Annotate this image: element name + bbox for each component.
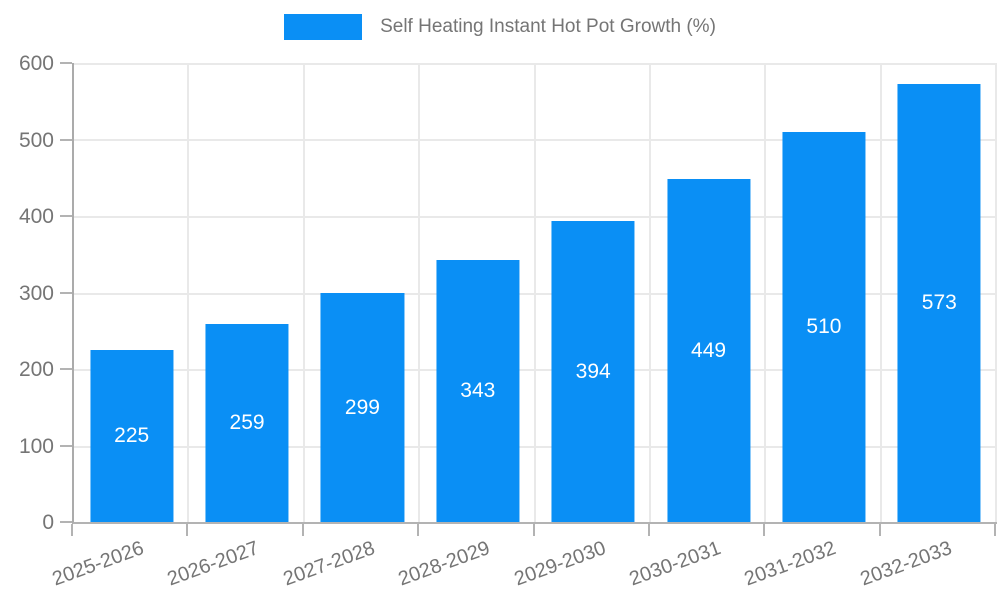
gridline-vertical	[418, 63, 421, 522]
bar-value-label: 259	[229, 411, 265, 435]
x-tick-label: 2027-2028	[280, 537, 378, 591]
y-tick-mark	[60, 521, 72, 523]
legend-label: Self Heating Instant Hot Pot Growth (%)	[380, 16, 716, 37]
y-tick-label: 400	[18, 205, 54, 228]
x-tick-label: 2025-2026	[49, 537, 147, 591]
x-tick-label: 2026-2027	[164, 537, 263, 591]
x-tick-mark	[532, 524, 535, 536]
gridline-vertical	[302, 63, 305, 522]
bar-2032-2033: 573	[897, 83, 981, 522]
gridline-horizontal	[74, 368, 997, 371]
y-tick-mark	[60, 291, 72, 294]
x-tick-mark	[763, 524, 766, 536]
x-tick-label: 2031-2032	[741, 537, 840, 591]
y-tick-mark	[60, 215, 72, 217]
gridline-horizontal	[74, 445, 997, 448]
bar-2026-2027: 259	[205, 323, 289, 522]
gridline-vertical	[995, 63, 997, 522]
bar-value-label: 394	[575, 359, 611, 383]
x-tick-label: 2032-2033	[857, 537, 955, 591]
gridline-horizontal	[74, 292, 997, 295]
legend-item[interactable]: Self Heating Instant Hot Pot Growth (%)	[284, 14, 716, 40]
gridline-vertical	[764, 63, 767, 522]
gridline-vertical	[533, 63, 536, 522]
gridline-vertical	[648, 63, 651, 522]
bar-2030-2031: 449	[667, 178, 751, 522]
y-tick-label: 200	[18, 358, 54, 381]
bar-value-label: 299	[344, 396, 380, 420]
y-tick-label: 100	[18, 434, 54, 458]
bar-value-label: 449	[691, 338, 727, 362]
plot-area: 225 259 299 343 394 449 510 573	[72, 63, 997, 524]
gridline-vertical	[879, 63, 882, 522]
y-tick-mark	[60, 368, 72, 370]
x-tick-label: 2029-2030	[510, 537, 609, 591]
y-tick-mark	[60, 444, 72, 447]
bar-2027-2028: 299	[320, 293, 404, 522]
bar-value-label: 225	[114, 424, 150, 448]
x-tick-mark	[417, 524, 420, 536]
bar-value-label: 343	[460, 379, 496, 403]
x-tick-mark	[71, 524, 73, 536]
y-tick-label: 500	[18, 128, 54, 152]
bar-value-label: 573	[921, 291, 957, 315]
x-tick-mark	[647, 524, 650, 536]
bar-2031-2032: 510	[782, 131, 866, 522]
legend-swatch	[284, 14, 363, 40]
gridline-horizontal	[74, 139, 997, 142]
gridline-vertical	[187, 63, 190, 522]
x-tick-label: 2030-2031	[626, 537, 724, 591]
y-tick-label: 0	[42, 511, 54, 534]
bar-2029-2030: 394	[551, 220, 635, 522]
x-tick-mark	[878, 524, 881, 536]
bar-value-label: 510	[806, 315, 842, 339]
x-tick-mark	[301, 524, 304, 536]
y-tick-mark	[60, 62, 72, 64]
bar-2025-2026: 225	[90, 349, 174, 522]
bar-2028-2029: 343	[436, 259, 520, 522]
y-tick-mark	[60, 138, 72, 141]
legend: Self Heating Instant Hot Pot Growth (%)	[0, 14, 1000, 40]
y-tick-label: 600	[18, 52, 54, 75]
gridline-horizontal	[74, 63, 997, 65]
gridline-horizontal	[74, 215, 997, 218]
y-tick-label: 300	[18, 281, 54, 305]
x-tick-mark	[994, 524, 996, 536]
x-tick-mark	[186, 524, 189, 536]
x-tick-label: 2028-2029	[395, 537, 493, 591]
